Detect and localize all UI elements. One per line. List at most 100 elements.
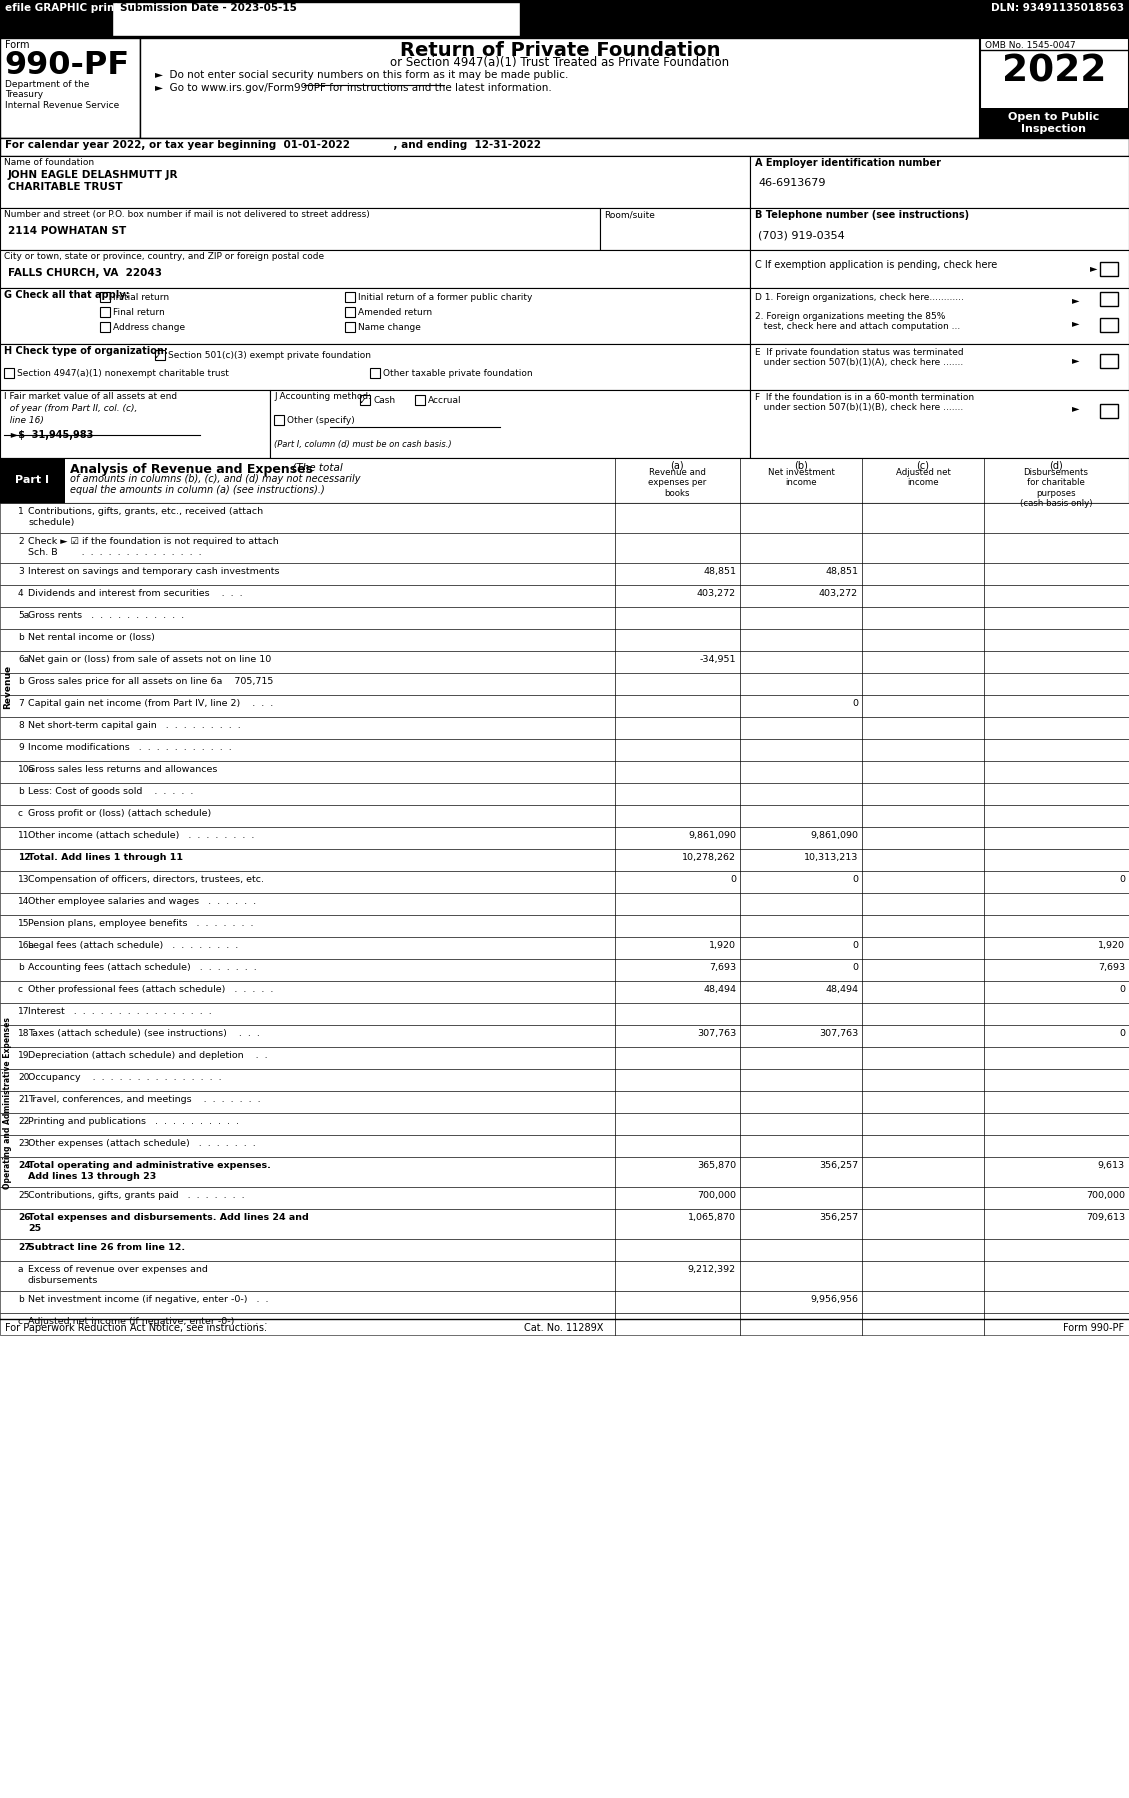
Text: Gross sales price for all assets on line 6a    705,715: Gross sales price for all assets on line… [28,678,273,687]
Text: 17: 17 [18,1007,29,1016]
Text: 7: 7 [18,699,24,708]
Text: 25: 25 [18,1190,29,1199]
Bar [984,696,1129,717]
Text: 0: 0 [730,876,736,885]
Bar [984,503,1129,532]
Text: Taxes (attach schedule) (see instructions)    .  .  .: Taxes (attach schedule) (see instruction… [28,1028,260,1037]
Text: 990-PF: 990-PF [5,50,129,81]
Text: ►$  31,945,983: ►$ 31,945,983 [5,430,94,441]
Text: 46-6913679: 46-6913679 [758,178,825,189]
Text: Number and street (or P.O. box number if mail is not delivered to street address: Number and street (or P.O. box number if… [5,210,370,219]
Text: Name change: Name change [358,324,421,333]
Text: 9,861,090: 9,861,090 [809,831,858,840]
Bar [863,1113,984,1135]
Text: Gross sales less returns and allowances: Gross sales less returns and allowances [28,764,218,773]
Text: ►: ► [1089,263,1097,273]
Text: 21: 21 [18,1095,29,1104]
Bar [0,651,1129,672]
Text: Revenue: Revenue [3,665,12,708]
Bar [984,717,1129,739]
Bar [0,827,1129,849]
Bar [0,1025,1129,1046]
Text: 1,920: 1,920 [709,940,736,949]
Text: Address change: Address change [113,324,185,333]
Text: 23: 23 [18,1138,29,1147]
Bar [0,696,1129,717]
Bar [0,870,1129,894]
Text: -34,951: -34,951 [700,654,736,663]
Text: For Paperwork Reduction Act Notice, see instructions.: For Paperwork Reduction Act Notice, see … [5,1323,266,1332]
Text: Net investment income (if negative, enter -0-)   .  .: Net investment income (if negative, ente… [28,1295,269,1304]
Bar [0,343,750,390]
Text: Analysis of Revenue and Expenses: Analysis of Revenue and Expenses [70,464,313,476]
Text: (a): (a) [671,460,684,469]
Text: 7,693: 7,693 [709,964,736,973]
Bar [5,369,14,378]
Text: Cash: Cash [373,396,395,405]
Bar [0,458,1129,503]
Text: 5a: 5a [18,611,29,620]
Text: efile GRAPHIC print: efile GRAPHIC print [5,4,120,13]
Bar [0,1260,1129,1291]
Bar [0,937,1129,958]
Bar [0,717,1129,739]
Text: 10,313,213: 10,313,213 [804,852,858,861]
Bar [863,870,984,894]
Text: Total. Add lines 1 through 11: Total. Add lines 1 through 11 [28,852,183,861]
Bar [274,415,285,424]
Bar [863,1135,984,1156]
Bar [0,1003,1129,1025]
Text: ►: ► [1073,318,1079,327]
Text: or Section 4947(a)(1) Trust Treated as Private Foundation: or Section 4947(a)(1) Trust Treated as P… [391,56,729,68]
Text: Contributions, gifts, grants paid   .  .  .  .  .  .  .: Contributions, gifts, grants paid . . . … [28,1190,245,1199]
Text: ►: ► [1073,403,1079,414]
Text: 26: 26 [18,1214,30,1223]
Text: Total expenses and disbursements. Add lines 24 and: Total expenses and disbursements. Add li… [28,1214,308,1223]
Text: A Employer identification number: A Employer identification number [755,158,940,167]
Text: (c): (c) [917,460,929,469]
Bar [863,958,984,982]
Text: 6a: 6a [18,654,29,663]
Text: Amended return: Amended return [358,307,432,316]
Text: Name of foundation: Name of foundation [5,158,94,167]
Text: G Check all that apply:: G Check all that apply: [5,289,130,300]
Text: Interest   .  .  .  .  .  .  .  .  .  .  .  .  .  .  .  .: Interest . . . . . . . . . . . . . . . . [28,1007,212,1016]
Text: H Check type of organization:: H Check type of organization: [5,345,168,356]
Text: 0: 0 [1119,1028,1124,1037]
Text: (The total: (The total [289,464,343,473]
Bar [863,696,984,717]
Text: Capital gain net income (from Part IV, line 2)    .  .  .: Capital gain net income (from Part IV, l… [28,699,273,708]
Text: Add lines 13 through 23: Add lines 13 through 23 [28,1172,156,1181]
Bar [863,532,984,563]
Bar [984,827,1129,849]
Text: FALLS CHURCH, VA  22043: FALLS CHURCH, VA 22043 [8,268,161,279]
Text: Accounting fees (attach schedule)   .  .  .  .  .  .  .: Accounting fees (attach schedule) . . . … [28,964,256,973]
Text: disbursements: disbursements [28,1277,98,1286]
Text: 0: 0 [1119,876,1124,885]
Bar [0,532,1129,563]
Bar [984,849,1129,870]
Text: 20: 20 [18,1073,29,1082]
Bar [0,0,1129,38]
Text: Cat. No. 11289X: Cat. No. 11289X [524,1323,604,1332]
Bar [345,322,355,333]
Text: ►  Go to www.irs.gov/Form990PF for instructions and the latest information.: ► Go to www.irs.gov/Form990PF for instru… [155,83,552,93]
Text: Form: Form [5,40,29,50]
Bar [984,608,1129,629]
Bar [0,209,599,250]
Bar [980,108,1129,138]
Text: 7,693: 7,693 [1097,964,1124,973]
Bar [750,156,1129,209]
Text: Part I: Part I [15,475,49,485]
Text: 18: 18 [18,1028,29,1037]
Text: Travel, conferences, and meetings    .  .  .  .  .  .  .: Travel, conferences, and meetings . . . … [28,1095,261,1104]
Bar [750,209,1129,250]
Text: Open to Public
Inspection: Open to Public Inspection [1008,111,1100,133]
Text: Depreciation (attach schedule) and depletion    .  .: Depreciation (attach schedule) and deple… [28,1052,268,1061]
Text: 14: 14 [18,897,29,906]
Text: 9: 9 [18,743,24,752]
Text: 1,920: 1,920 [1099,940,1124,949]
Bar [0,584,1129,608]
Text: Excess of revenue over expenses and: Excess of revenue over expenses and [28,1266,208,1275]
Text: 356,257: 356,257 [819,1214,858,1223]
